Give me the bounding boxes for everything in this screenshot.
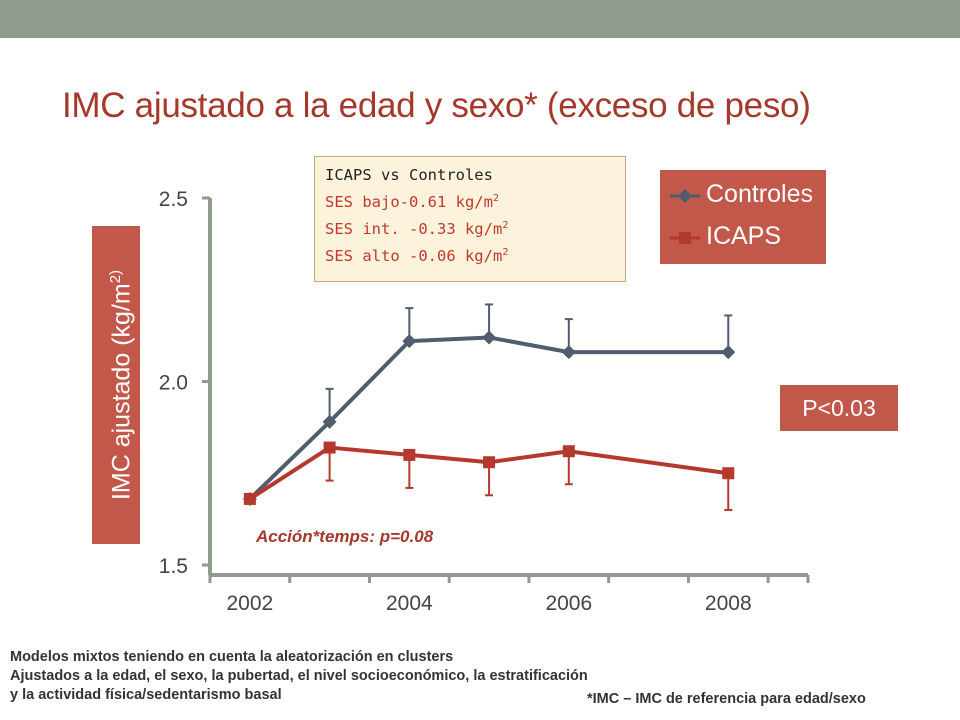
chart-legend: Controles ICAPS: [660, 170, 826, 264]
x-tick-label: 2006: [545, 592, 592, 615]
p-value-badge: P<0.03: [780, 385, 898, 431]
x-tick-label: 2002: [227, 592, 274, 615]
y-tick-label: 2.0: [159, 372, 188, 395]
footnote: Modelos mixtos teniendo en cuenta la ale…: [10, 648, 588, 705]
legend-square-icon: [670, 232, 700, 244]
x-tick-label: 2004: [386, 592, 433, 615]
infobox-heading: ICAPS vs Controles: [325, 166, 493, 184]
series-line-controles: [248, 335, 729, 501]
data-point-controles: [482, 330, 497, 345]
footnote-line: y la actividad física/sedentarismo basal: [10, 687, 282, 703]
data-point-controles: [561, 345, 576, 360]
data-point-icaps: [562, 445, 575, 458]
data-point-icaps: [323, 441, 336, 454]
data-point-controles: [721, 345, 736, 360]
infobox-line-ses-int: SES int. -0.33 kg/m2: [325, 220, 509, 239]
legend-item-controles: Controles: [668, 176, 824, 216]
legend-label-controles: Controles: [706, 180, 813, 208]
data-point-icaps: [403, 448, 416, 461]
footnote-line: Ajustados a la edad, el sexo, la puberta…: [10, 668, 588, 684]
infobox-line-ses-alto: SES alto -0.06 kg/m2: [325, 247, 509, 266]
y-tick-label: 2.5: [159, 188, 188, 211]
legend-item-icaps: ICAPS: [668, 218, 824, 258]
footnote-line: Modelos mixtos teniendo en cuenta la ale…: [10, 649, 454, 665]
reference-note: *IMC – IMC de referencia para edad/sexo: [587, 691, 866, 707]
legend-label-icaps: ICAPS: [706, 222, 782, 250]
interaction-note: Acción*temps: p=0.08: [256, 527, 434, 546]
y-axis-label-box: IMC ajustado (kg/m2): [92, 226, 140, 544]
data-point-controles: [322, 414, 337, 429]
data-point-icaps: [483, 456, 496, 469]
top-band: [0, 0, 960, 38]
data-point-icaps: [722, 467, 735, 480]
x-tick-label: 2008: [705, 592, 752, 615]
infobox-line-ses-bajo: SES bajo-0.61 kg/m2: [325, 193, 500, 212]
data-point-controles: [402, 334, 417, 349]
data-point-icaps: [243, 492, 256, 505]
y-tick-label: 1.5: [159, 555, 188, 578]
slide-title: IMC ajustado a la edad y sexo* (exceso d…: [62, 86, 811, 125]
comparison-infobox: ICAPS vs Controles SES bajo-0.61 kg/m2 S…: [314, 156, 626, 282]
legend-diamond-icon: [670, 189, 700, 203]
series-line-icaps: [248, 445, 729, 501]
